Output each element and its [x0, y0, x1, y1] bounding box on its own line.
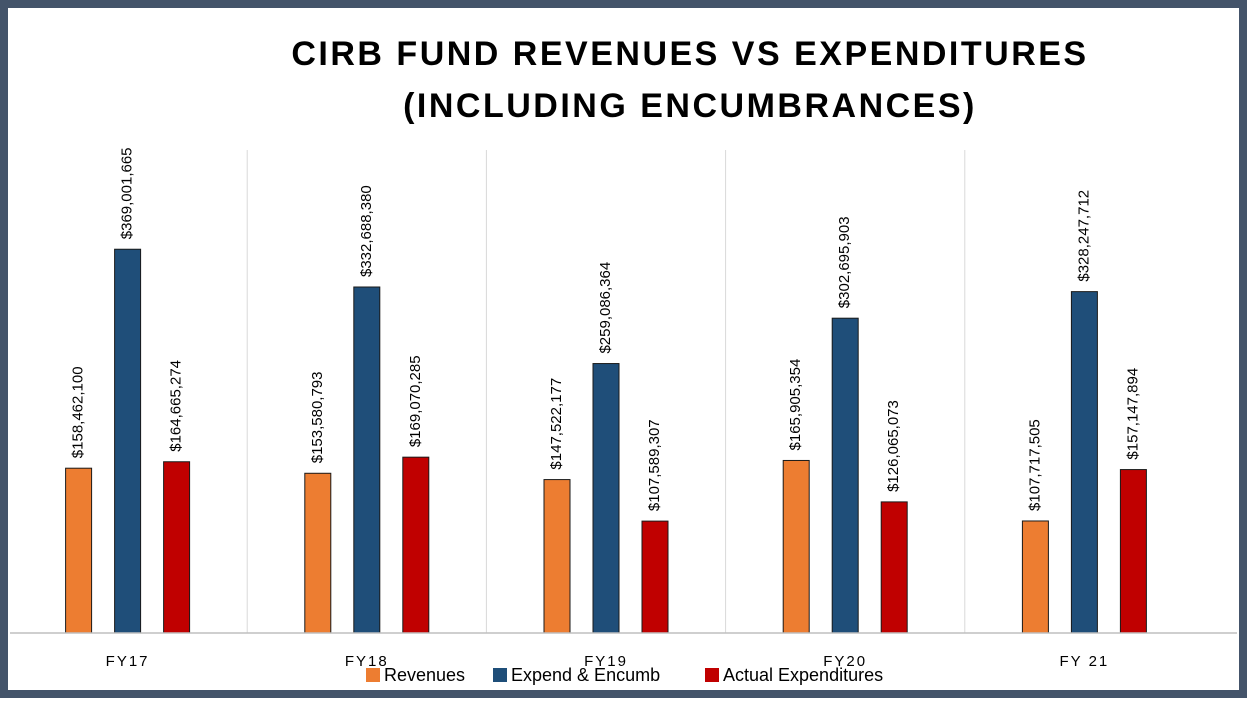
bar [880, 501, 908, 634]
legend-swatch [705, 668, 719, 682]
bar [402, 456, 430, 634]
bar [114, 248, 142, 634]
data-label: $157,147,894 [1124, 368, 1141, 460]
x-tick-label: FY 21 [1060, 653, 1110, 670]
bar [831, 317, 859, 634]
legend-swatch [493, 668, 507, 682]
legend-swatch [366, 668, 380, 682]
bar [1070, 291, 1098, 634]
bar [641, 520, 669, 634]
bar [304, 472, 332, 634]
legend-label: Actual Expenditures [723, 665, 883, 685]
data-label: $165,905,354 [787, 359, 804, 451]
chart-title: (INCLUDING ENCUMBRANCES) [403, 87, 977, 125]
bar [353, 286, 381, 634]
data-label: $259,086,364 [597, 262, 614, 354]
bar [782, 459, 810, 634]
legend-label: Expend & Encumb [511, 665, 660, 685]
legend-label: Revenues [384, 665, 465, 685]
data-label: $147,522,177 [548, 378, 565, 470]
bar [1119, 469, 1147, 634]
x-tick-label: FY18 [345, 653, 389, 670]
bar [543, 479, 571, 634]
data-label: $107,717,505 [1026, 419, 1043, 511]
data-label: $158,462,100 [70, 366, 87, 458]
x-tick-label: FY20 [823, 653, 867, 670]
bar [1021, 520, 1049, 634]
data-label: $153,580,793 [309, 372, 326, 464]
chart-title: CIRB FUND REVENUES VS EXPENDITURES [291, 35, 1088, 73]
data-label: $107,589,307 [646, 419, 663, 511]
data-label: $332,688,380 [358, 185, 375, 277]
bar [163, 461, 191, 634]
data-label: $169,070,285 [407, 355, 424, 447]
data-label: $302,695,903 [836, 216, 853, 308]
data-label: $369,001,665 [119, 147, 136, 239]
data-label: $164,665,274 [168, 360, 185, 452]
x-tick-label: FY17 [106, 653, 150, 670]
bar [592, 363, 620, 634]
data-label: $126,065,073 [885, 400, 902, 492]
x-tick-label: FY19 [584, 653, 628, 670]
bar [65, 467, 93, 634]
data-label: $328,247,712 [1075, 190, 1092, 282]
